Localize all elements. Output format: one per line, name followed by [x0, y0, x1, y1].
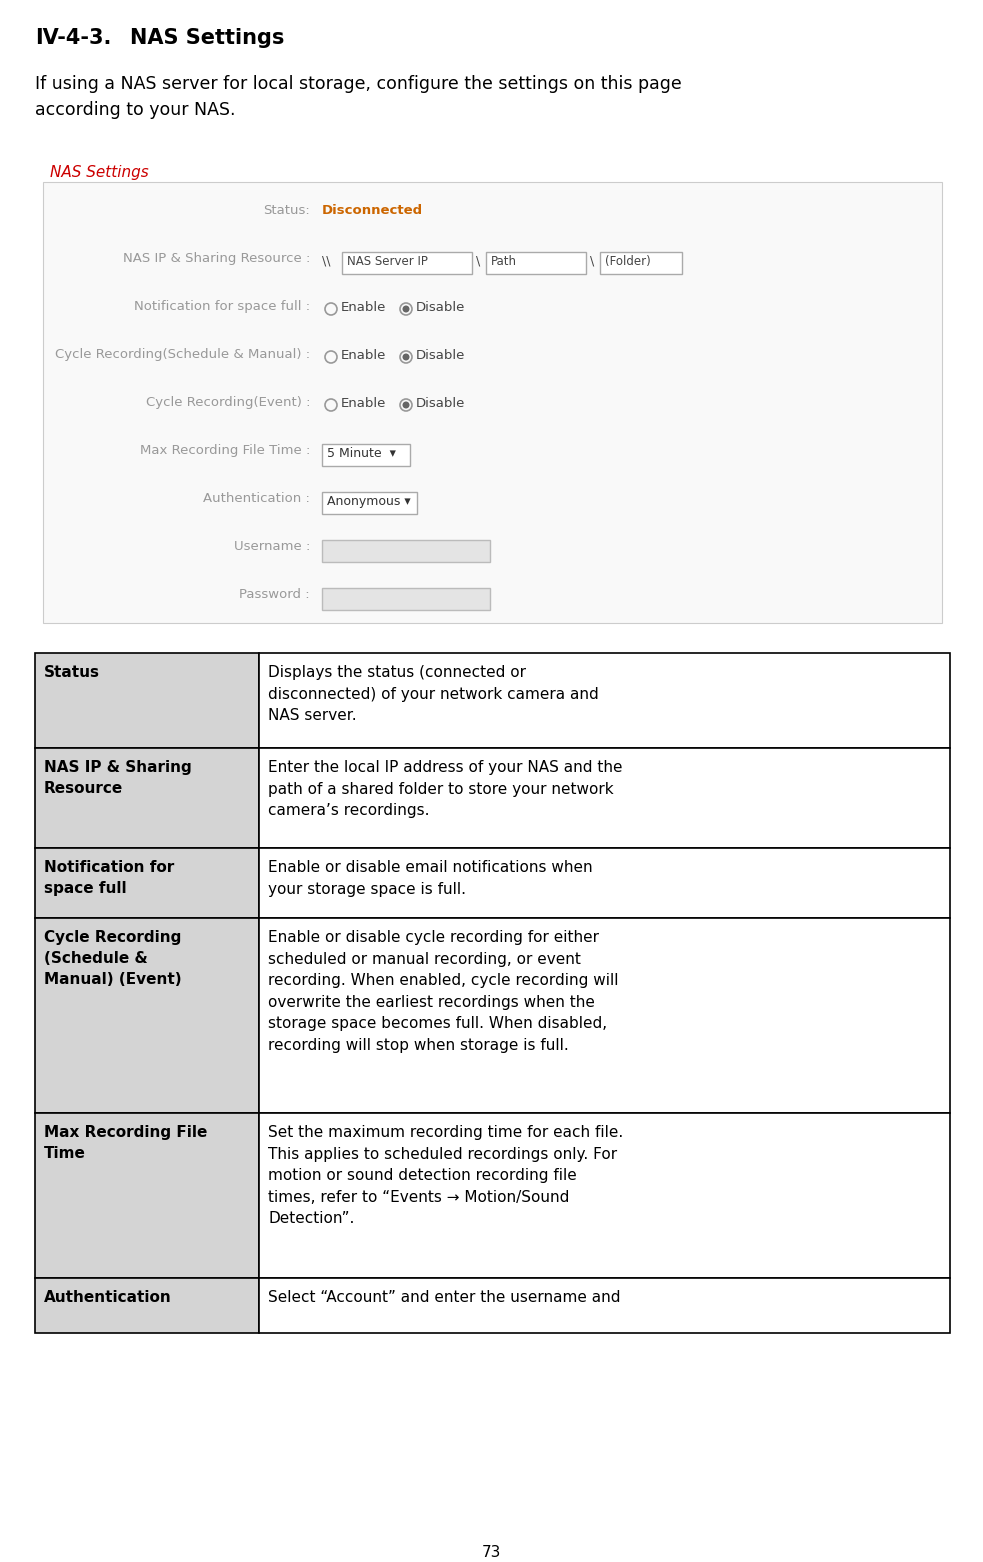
- FancyBboxPatch shape: [600, 251, 682, 273]
- Text: Cycle Recording
(Schedule &
Manual) (Event): Cycle Recording (Schedule & Manual) (Eve…: [44, 929, 182, 987]
- Text: Displays the status (connected or
disconnected) of your network camera and
NAS s: Displays the status (connected or discon…: [268, 665, 599, 723]
- Text: Cycle Recording(Schedule & Manual) :: Cycle Recording(Schedule & Manual) :: [55, 348, 310, 361]
- FancyBboxPatch shape: [259, 653, 950, 748]
- FancyBboxPatch shape: [322, 492, 417, 514]
- Text: Select “Account” and enter the username and: Select “Account” and enter the username …: [268, 1290, 620, 1304]
- Circle shape: [402, 353, 410, 361]
- Text: Disable: Disable: [416, 301, 465, 314]
- Text: NAS Settings: NAS Settings: [130, 28, 284, 48]
- Text: Enable or disable cycle recording for either
scheduled or manual recording, or e: Enable or disable cycle recording for ei…: [268, 929, 618, 1053]
- FancyBboxPatch shape: [486, 251, 586, 273]
- Text: \\: \\: [322, 255, 330, 267]
- Text: \: \: [476, 255, 481, 267]
- Text: If using a NAS server for local storage, configure the settings on this page
acc: If using a NAS server for local storage,…: [35, 75, 682, 119]
- Text: NAS IP & Sharing
Resource: NAS IP & Sharing Resource: [44, 761, 192, 797]
- Text: Disable: Disable: [416, 348, 465, 362]
- FancyBboxPatch shape: [259, 748, 950, 848]
- Text: Disconnected: Disconnected: [322, 205, 423, 217]
- Circle shape: [402, 401, 410, 409]
- FancyBboxPatch shape: [35, 653, 259, 748]
- Text: NAS Server IP: NAS Server IP: [347, 255, 428, 269]
- Text: Notification for space full :: Notification for space full :: [134, 300, 310, 312]
- Text: (Folder): (Folder): [605, 255, 651, 269]
- Text: Anonymous ▾: Anonymous ▾: [327, 495, 411, 508]
- Text: NAS IP & Sharing Resource :: NAS IP & Sharing Resource :: [123, 251, 310, 266]
- FancyBboxPatch shape: [35, 918, 259, 1114]
- Text: Authentication: Authentication: [44, 1290, 172, 1304]
- FancyBboxPatch shape: [322, 444, 410, 465]
- FancyBboxPatch shape: [35, 748, 259, 848]
- FancyBboxPatch shape: [322, 540, 490, 562]
- FancyBboxPatch shape: [35, 848, 259, 918]
- Text: 73: 73: [482, 1545, 501, 1560]
- Text: Enable: Enable: [341, 301, 386, 314]
- Text: IV-4-3.: IV-4-3.: [35, 28, 111, 48]
- Text: Max Recording File Time :: Max Recording File Time :: [140, 444, 310, 458]
- FancyBboxPatch shape: [35, 1278, 259, 1332]
- FancyBboxPatch shape: [43, 183, 942, 623]
- Text: Max Recording File
Time: Max Recording File Time: [44, 1125, 207, 1161]
- Text: Status: Status: [44, 665, 100, 679]
- Text: Cycle Recording(Event) :: Cycle Recording(Event) :: [145, 397, 310, 409]
- Text: \: \: [590, 255, 595, 267]
- Text: Path: Path: [491, 255, 517, 269]
- Text: Authentication :: Authentication :: [203, 492, 310, 505]
- Text: Enable or disable email notifications when
your storage space is full.: Enable or disable email notifications wh…: [268, 861, 593, 897]
- FancyBboxPatch shape: [35, 1114, 259, 1278]
- Circle shape: [402, 306, 410, 312]
- Text: 5 Minute  ▾: 5 Minute ▾: [327, 447, 396, 459]
- Text: Enable: Enable: [341, 397, 386, 409]
- Text: Username :: Username :: [234, 540, 310, 553]
- Text: Enable: Enable: [341, 348, 386, 362]
- Text: NAS Settings: NAS Settings: [50, 166, 148, 180]
- FancyBboxPatch shape: [259, 1114, 950, 1278]
- Text: Set the maximum recording time for each file.
This applies to scheduled recordin: Set the maximum recording time for each …: [268, 1125, 623, 1226]
- Text: Notification for
space full: Notification for space full: [44, 861, 174, 897]
- FancyBboxPatch shape: [322, 587, 490, 611]
- FancyBboxPatch shape: [342, 251, 472, 273]
- FancyBboxPatch shape: [259, 848, 950, 918]
- Text: Password :: Password :: [240, 587, 310, 601]
- FancyBboxPatch shape: [259, 1278, 950, 1332]
- FancyBboxPatch shape: [259, 918, 950, 1114]
- Text: Disable: Disable: [416, 397, 465, 409]
- Text: Status:: Status:: [263, 205, 310, 217]
- Text: Enter the local IP address of your NAS and the
path of a shared folder to store : Enter the local IP address of your NAS a…: [268, 761, 622, 818]
